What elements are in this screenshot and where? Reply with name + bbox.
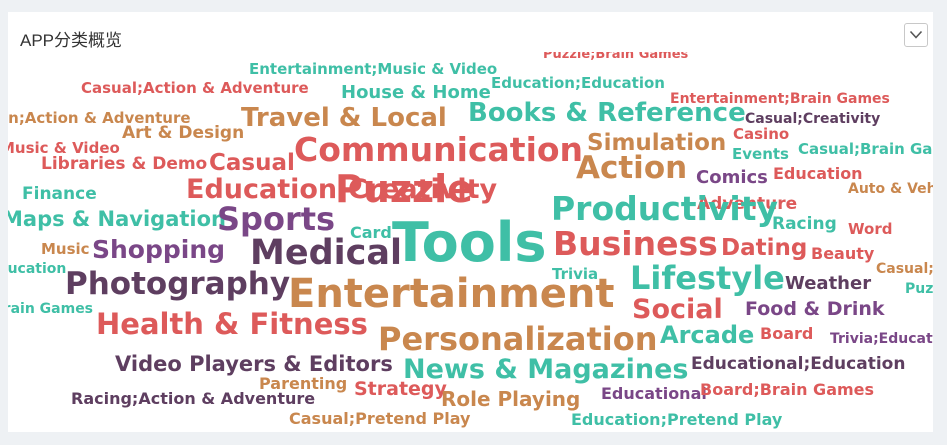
word-cloud-word: Personalization [378, 320, 658, 358]
word-cloud-word: Education;Education [491, 73, 665, 92]
word-cloud-word: Weather [785, 273, 872, 294]
word-cloud-word: Health & Fitness [96, 306, 368, 341]
collapse-button[interactable] [904, 23, 928, 47]
word-cloud-word: Auto & Vehicles [848, 181, 933, 197]
word-cloud-word: Brain Games [8, 301, 94, 317]
word-cloud-word: Education;Pretend Play [571, 410, 783, 429]
word-cloud-word: Trivia;Education [830, 331, 933, 347]
category-overview-panel: APP分类概览 Puzzle;Brain Games Entertainment;… [8, 12, 933, 432]
word-cloud-word: Educational;Education [691, 353, 906, 374]
word-cloud-word: Maps & Navigation [8, 206, 226, 231]
word-cloud-word: Strategy [354, 377, 447, 400]
word-cloud-word: Lifestyle [630, 259, 785, 297]
word-cloud-word: Educational [601, 384, 707, 403]
word-cloud-word: Puzzle [335, 167, 473, 211]
word-cloud-word: Art & Design [122, 122, 245, 143]
word-cloud-word: Casual;Creativity [745, 111, 881, 127]
word-cloud-word: Beauty [811, 244, 875, 263]
word-cloud-word: Racing;Action & Adventure [71, 389, 316, 408]
word-cloud-word: Simulation;Action & Adventure [8, 108, 191, 127]
word-cloud-word: Simulation [587, 129, 727, 156]
word-cloud-word: Trivia [552, 264, 599, 283]
word-cloud-word: Entertainment;Music & Video [249, 59, 498, 78]
chevron-down-icon [909, 30, 923, 39]
word-cloud-word: Casual;Brain Games [798, 139, 933, 158]
word-cloud-word: Medical [250, 232, 402, 273]
word-cloud-word: Entertainment;Brain Games [670, 91, 890, 107]
word-cloud-word: Communication [294, 129, 584, 169]
word-cloud-word: Finance [22, 183, 97, 204]
word-cloud-word: Travel & Local [241, 103, 447, 133]
word-cloud-word: Productivity [551, 188, 779, 228]
word-cloud-word: Casual;Action & Adventure [81, 78, 309, 97]
word-cloud-word: Education;Creativity [186, 173, 498, 205]
word-cloud-word: Education [773, 164, 863, 183]
word-cloud-word: Photography [65, 265, 291, 302]
word-cloud-word: Board;Brain Games [700, 380, 875, 399]
word-cloud-word: Role Playing [441, 387, 581, 411]
word-cloud-word: Tools [392, 211, 547, 274]
word-cloud-word: Business [553, 223, 718, 263]
word-cloud-word: Casino [733, 124, 790, 143]
panel-title: APP分类概览 [20, 31, 123, 50]
word-cloud-word: Board [760, 324, 814, 343]
word-cloud-word: Entertainment [288, 271, 615, 317]
word-cloud-word: Word [848, 219, 893, 238]
word-cloud-word: Sports [217, 200, 336, 238]
word-cloud-word: Books & Reference [468, 98, 746, 128]
word-cloud-word: Casual;Education [876, 261, 933, 277]
word-cloud-word: House & Home [341, 82, 491, 103]
word-cloud-word: Action [576, 149, 688, 186]
word-cloud-word: Video Players & Editors [115, 351, 393, 376]
word-cloud-word: Comics [696, 167, 768, 188]
word-cloud-word: Events [732, 144, 789, 163]
word-cloud-word: Racing [772, 213, 837, 234]
word-cloud-word: Arcade [660, 321, 755, 349]
word-cloud-word: Puzzle;Brain Games [543, 52, 689, 62]
word-cloud-word: Social [632, 293, 723, 325]
word-cloud-word: Dating [721, 234, 808, 261]
word-cloud-word: Adventure [697, 193, 798, 214]
word-cloud-word: Casual;Music & Video [8, 138, 120, 157]
word-cloud-word: Puzzle;Action [905, 281, 933, 297]
word-cloud-word: Education [8, 261, 67, 277]
word-cloud-word: Casual;Pretend Play [289, 409, 471, 428]
word-cloud-word: Food & Drink [745, 297, 885, 320]
word-cloud-word: Music [41, 239, 90, 258]
word-cloud-word: News & Magazines [403, 353, 689, 385]
word-cloud: Puzzle;Brain Games Entertainment;Music & … [8, 52, 933, 432]
word-cloud-word: Card [350, 223, 392, 242]
word-cloud-word: Shopping [92, 234, 226, 264]
word-cloud-word: Casual [209, 149, 295, 176]
word-cloud-word: Libraries & Demo [41, 153, 208, 174]
word-cloud-word: Parenting [259, 374, 348, 393]
